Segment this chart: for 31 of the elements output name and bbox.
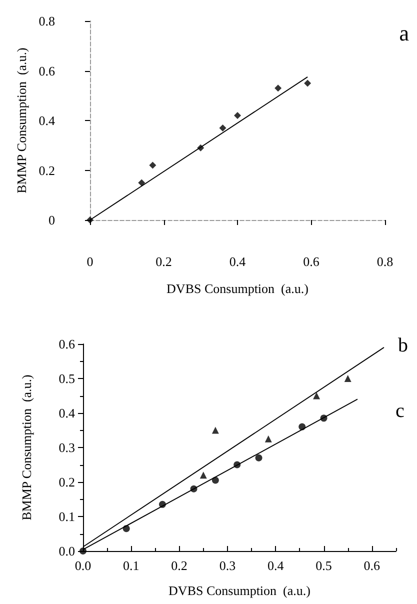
x-tick-label: 0.3 (219, 558, 236, 573)
y-tick-label: 0.1 (58, 509, 75, 524)
x-tick-label: 0.2 (171, 558, 188, 573)
y-tick-label: 0.2 (58, 474, 75, 490)
y-tick-label: 0.4 (38, 113, 56, 128)
series-label: b (398, 334, 408, 356)
y-tick-label: 0.4 (58, 406, 76, 420)
x-tick-label: 0.2 (156, 254, 172, 269)
y-tick-label: 0.2 (38, 162, 55, 178)
y-tick-label: 0.3 (58, 440, 75, 455)
x-tick-label: 0.0 (74, 558, 92, 573)
x-tick-label: 0 (86, 254, 94, 269)
x-axis-title: DVBS Consumption (a.u.) (168, 583, 310, 598)
y-tick-label: 0 (48, 212, 55, 228)
x-tick-label: 0.4 (229, 254, 246, 269)
y-axis-title: BMMP Consumption (a.u.) (19, 374, 34, 520)
y-tick-label: 0.0 (58, 544, 75, 558)
text: a (399, 20, 410, 46)
y-axis-title: BMMP Consumption (a.u.) (14, 48, 29, 194)
y-tick-label: 0.6 (38, 63, 56, 78)
x-axis-title: DVBS Consumption (a.u.) (166, 281, 308, 296)
x-tick-label: 0.4 (267, 558, 284, 573)
y-tick-label: 0.5 (58, 371, 75, 386)
x-tick-label: 0.1 (123, 558, 140, 573)
y-tick-label: 0.6 (58, 336, 76, 352)
x-tick-label: 0.5 (316, 558, 332, 573)
x-tick-label: 0.6 (364, 558, 381, 573)
y-tick-label: 0.8 (38, 14, 55, 28)
series-label: c (395, 400, 404, 422)
x-tick-label: 0.6 (303, 254, 320, 269)
x-tick-label: 0.8 (376, 254, 394, 269)
